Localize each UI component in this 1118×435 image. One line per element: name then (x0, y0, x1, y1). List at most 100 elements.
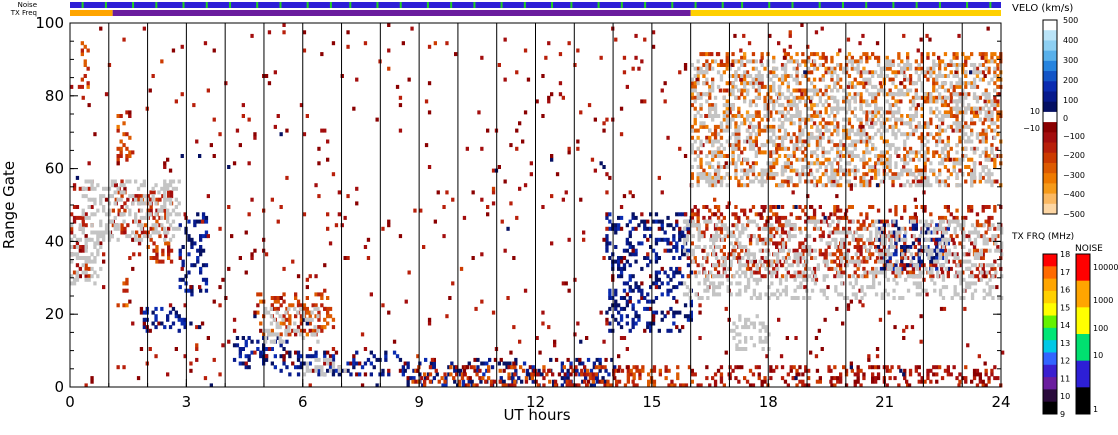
ground-scatter-cell (761, 325, 765, 330)
ground-scatter-cell (947, 219, 951, 224)
velocity-cell (585, 372, 590, 377)
velocity-cell (708, 52, 712, 57)
velocity-cell (401, 41, 405, 46)
ground-scatter-cell (705, 70, 709, 75)
velocity-cell (646, 325, 650, 330)
velocity-cell (833, 212, 837, 217)
ground-scatter-cell (720, 256, 724, 260)
velocity-cell (168, 310, 173, 315)
velocity-cell (167, 252, 171, 257)
ground-scatter-cell (706, 277, 710, 282)
velocity-cell (203, 41, 208, 46)
velocity-cell (759, 59, 763, 64)
velocity-cell (897, 226, 901, 231)
ground-scatter-cell (328, 368, 333, 373)
velocity-cell (926, 157, 930, 162)
ground-scatter-cell (808, 252, 812, 257)
velocity-cell (683, 303, 688, 308)
velocity-cell (789, 161, 793, 166)
ground-scatter-cell (985, 292, 989, 297)
velocity-cell (199, 248, 203, 253)
ground-scatter-cell (96, 252, 100, 257)
ground-scatter-cell (889, 252, 893, 257)
velocity-cell (891, 252, 895, 257)
velocity-cell (836, 143, 840, 148)
velocity-cell (862, 81, 866, 86)
velocity-cell (331, 347, 336, 351)
velocity-cell (631, 321, 635, 326)
velocity-cell (204, 230, 209, 235)
velocity-cell (646, 252, 650, 257)
ground-scatter-cell (738, 234, 742, 239)
velocity-cell (862, 99, 866, 104)
ground-scatter-cell (96, 248, 100, 253)
ground-scatter-cell (168, 223, 173, 228)
velocity-cell (815, 114, 820, 118)
velocity-cell (491, 190, 496, 195)
velocity-cell (806, 44, 810, 49)
velocity-cell (649, 212, 653, 217)
velocity-cell (323, 325, 327, 330)
velocity-cell (643, 226, 647, 231)
velocity-cell (628, 263, 632, 268)
velocity-cell (591, 372, 595, 377)
velocity-cell (943, 157, 948, 162)
velocity-cell (821, 252, 825, 257)
ground-scatter-cell (927, 237, 931, 242)
velocity-cell (573, 332, 577, 337)
velocity-cell (827, 157, 831, 162)
velocity-cell (637, 314, 641, 319)
velocity-cell (634, 55, 638, 60)
velocity-cell (181, 245, 185, 249)
velocity-cell (731, 212, 735, 217)
velocity-cell (560, 383, 564, 388)
velocity-cell (181, 259, 185, 264)
ground-scatter-cell (93, 270, 97, 275)
ground-scatter-cell (872, 277, 876, 282)
velocity-cell (935, 132, 939, 137)
velocity-cell (78, 266, 82, 271)
strip-fleck-34 (915, 2, 918, 8)
velocity-cell (704, 114, 708, 118)
velocity-cell (775, 157, 779, 162)
velocity-cell (334, 223, 339, 228)
ground-scatter-cell (744, 288, 748, 293)
velocity-cell (888, 234, 892, 239)
ground-scatter-cell (848, 259, 852, 264)
velocity-cell (146, 194, 150, 199)
velocity-cell (900, 245, 904, 249)
velocity-cell (690, 208, 694, 213)
velocity-cell (798, 379, 802, 384)
velocity-cell (625, 248, 629, 253)
velocity-cell (993, 208, 997, 213)
velocity-cell (646, 299, 650, 304)
velocity-cell (993, 99, 997, 104)
ground-scatter-cell (699, 114, 703, 118)
ground-scatter-cell (869, 285, 873, 290)
ground-scatter-cell (837, 292, 841, 297)
velocity-cell (862, 256, 866, 260)
velocity-cell (617, 321, 621, 326)
ground-scatter-cell (755, 263, 759, 268)
ground-scatter-cell (965, 281, 969, 286)
velocity-cell (352, 361, 356, 366)
velocity-cell (958, 110, 962, 115)
ground-scatter-cell (758, 248, 762, 253)
ground-scatter-cell (75, 270, 80, 275)
ground-scatter-cell (693, 114, 697, 118)
strip-fleck-8 (279, 2, 282, 8)
velocity-cell (775, 183, 779, 188)
velocity-cell (824, 88, 828, 93)
ground-scatter-cell (741, 226, 745, 231)
velocity-cell (894, 121, 898, 126)
velocity-cell (427, 165, 432, 169)
velocity-cell (294, 365, 298, 370)
velocity-cell (897, 365, 901, 370)
velocity-cell (282, 321, 286, 326)
velocity-cell (326, 306, 330, 311)
velocity-cell (978, 179, 982, 184)
velocity-cell (850, 81, 854, 86)
velocity-cell (981, 205, 985, 209)
velocity-cell (737, 74, 741, 78)
velocity-cell (308, 328, 312, 333)
